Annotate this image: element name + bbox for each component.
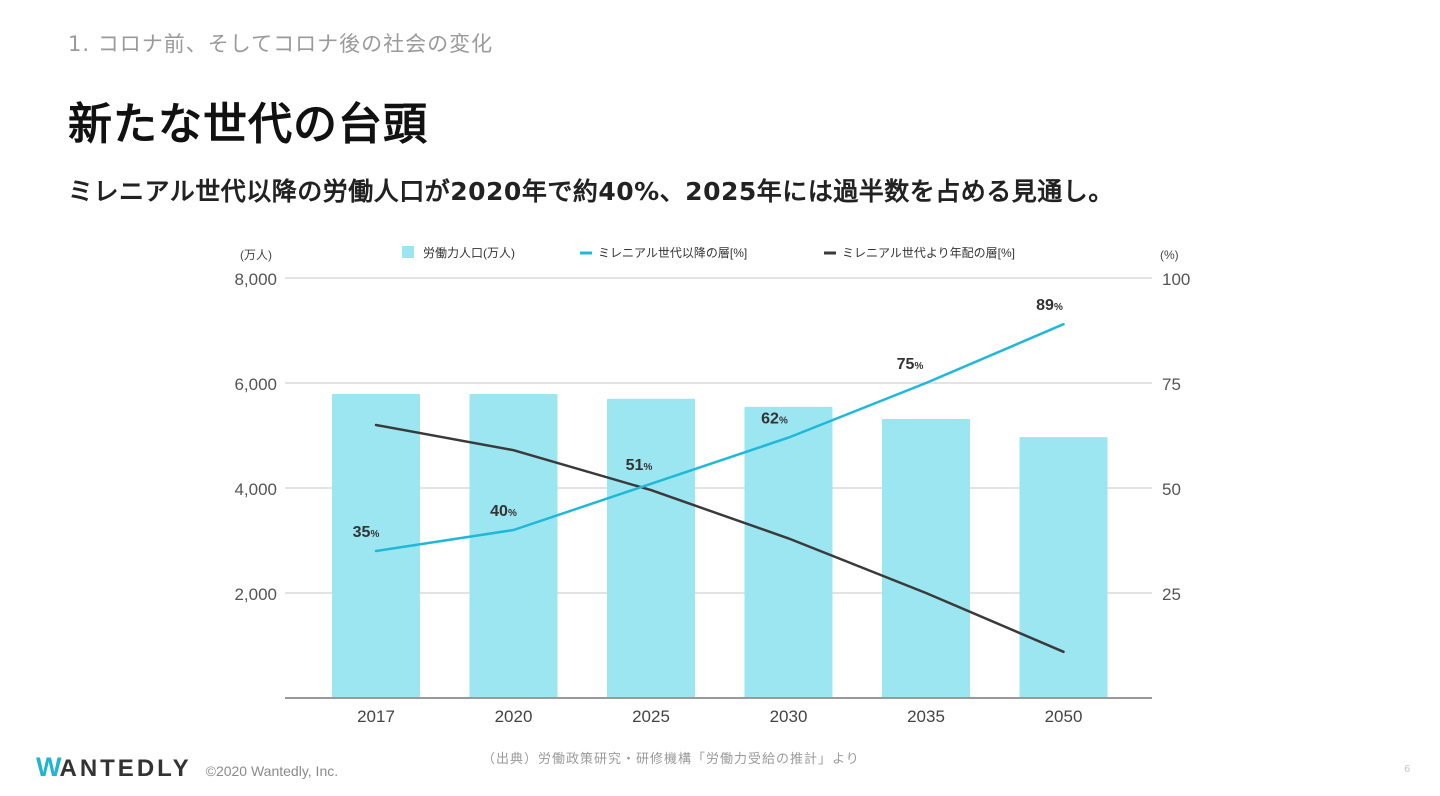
y-right-tick-label: 75 [1162,375,1181,394]
data-label: 75% [897,356,924,373]
bar [332,394,420,698]
data-label-value: 35 [353,524,371,541]
copyright: ©2020 Wantedly, Inc. [205,763,339,779]
x-tick-label: 2020 [495,707,533,726]
line-older-than-millennial [374,423,1065,654]
y-left-tick-label: 2,000 [234,585,277,604]
wantedly-logo: W ANTEDLY ©2020 Wantedly, Inc. [36,752,338,783]
legend: 労働力人口(万人) ミレニアル世代以降の層[%] ミレニアル世代より年配の層[%] [402,246,1015,260]
y-right-tick-label: 25 [1162,585,1181,604]
page-subtitle: ミレニアル世代以降の労働人口が2020年で約40%、2025年には過半数を占める… [68,177,1114,206]
logo-wordmark: ANTEDLY [59,755,192,782]
data-label-value: 62 [761,411,779,428]
y-right-tick-label: 100 [1162,270,1190,289]
data-label-value: 40 [490,503,508,520]
line-series [374,322,1065,654]
axes: 2,000 4,000 6,000 8,000 25 50 75 100 (万人) (%) 2017… [234,248,1190,726]
line-millennial-and-younger [374,322,1065,553]
y-right-tick-label: 50 [1162,480,1181,499]
bar [1019,437,1108,698]
page-number: 6 [1404,764,1411,775]
data-label: 89% [1036,297,1063,314]
gridlines [285,277,1152,594]
x-tick-label: 2050 [1045,707,1083,726]
legend-swatch-bar [402,246,414,258]
data-label-value: 75 [897,356,915,373]
data-label-suffix: % [643,462,652,473]
data-label-value: 89 [1036,297,1054,314]
logo-w-mark: W [36,752,62,782]
data-label-suffix: % [914,361,923,372]
bar [607,398,695,698]
y-right-axis-label: (%) [1160,248,1179,262]
x-tick-label: 2025 [632,707,670,726]
x-tick-label: 2035 [907,707,945,726]
data-label-value: 51 [626,457,644,474]
data-labels: 35%40%51%62%75%89% [353,297,1063,541]
bar-series [332,394,1108,698]
x-tick-label: 2030 [770,707,808,726]
y-left-tick-label: 4,000 [234,480,277,499]
bar [744,406,833,698]
data-label: 51% [626,457,653,474]
data-label: 62% [761,411,788,428]
legend-label-bar: 労働力人口(万人) [423,246,515,260]
source-note: （出典）労働政策研究・研修機構「労働力受給の推計」より [482,752,860,767]
bar [882,418,970,698]
data-label-suffix: % [370,529,379,540]
x-tick-label: 2017 [357,707,395,726]
data-label: 40% [490,503,517,520]
y-left-axis-label: (万人) [240,248,272,262]
bar [469,394,558,698]
legend-label-older: ミレニアル世代より年配の層[%] [842,246,1015,260]
data-label-suffix: % [779,416,788,427]
data-label: 35% [353,524,380,541]
page-title: 新たな世代の台頭 [68,99,428,150]
section-label: 1. コロナ前、そしてコロナ後の社会の変化 [68,32,494,56]
y-left-tick-label: 6,000 [234,375,277,394]
legend-label-millennial: ミレニアル世代以降の層[%] [598,246,747,260]
data-label-suffix: % [508,508,517,519]
y-left-tick-label: 8,000 [234,270,277,289]
data-label-suffix: % [1054,302,1063,313]
